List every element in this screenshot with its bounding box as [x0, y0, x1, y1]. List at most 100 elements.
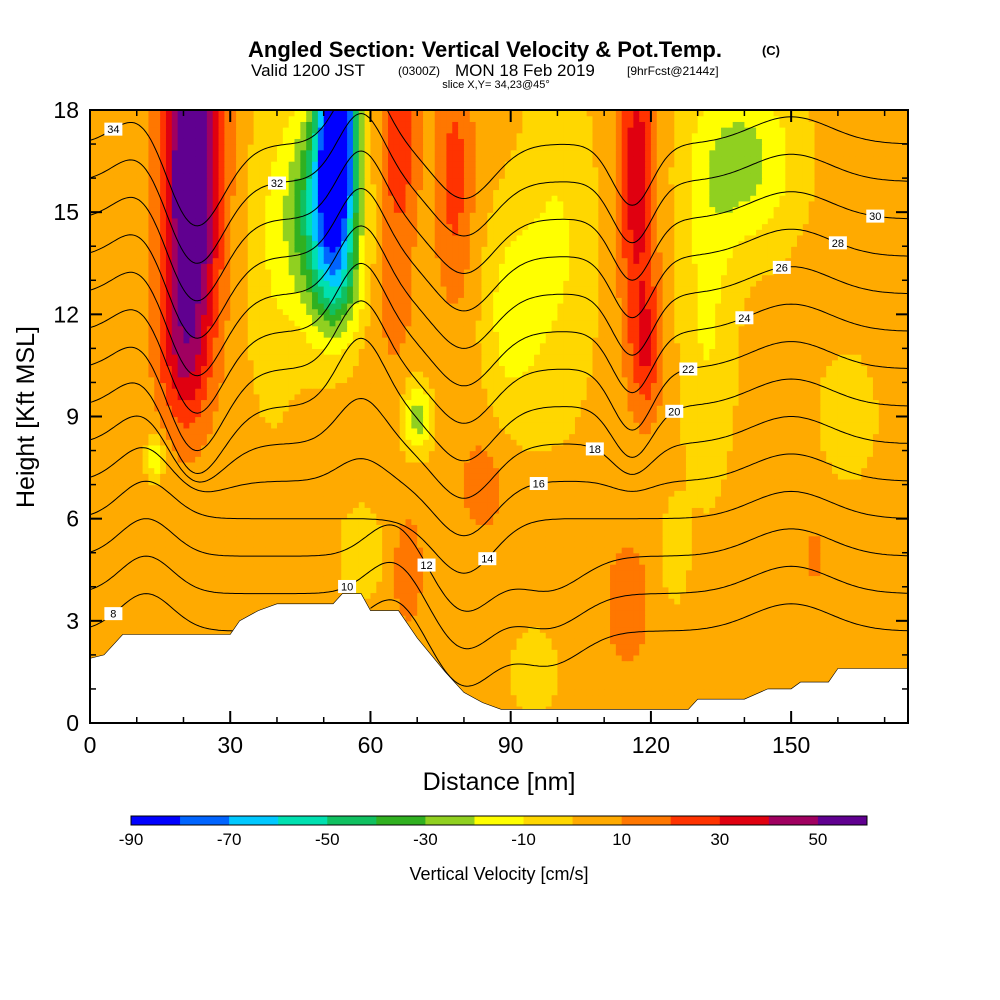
field-cell: [896, 598, 903, 605]
field-cell: [352, 558, 360, 565]
field-cell: [621, 564, 629, 571]
field-cell: [206, 615, 214, 622]
field-cell: [861, 603, 868, 611]
field-cell: [761, 620, 769, 628]
field-cell: [387, 586, 395, 594]
field-cell: [551, 643, 559, 650]
field-cell: [142, 547, 150, 554]
field-cell: [294, 598, 301, 605]
field-cell: [598, 666, 605, 673]
field-cell: [201, 581, 208, 588]
field-cell: [288, 535, 296, 542]
field-cell: [738, 609, 745, 616]
field-cell: [796, 649, 804, 656]
field-cell: [761, 569, 769, 577]
field-cell: [510, 598, 518, 605]
field-cell: [458, 637, 465, 645]
field-cell: [534, 603, 541, 611]
field-cell: [341, 530, 348, 537]
field-cell: [627, 683, 634, 690]
field-cell: [756, 586, 763, 594]
field-cell: [662, 558, 670, 565]
field-cell: [592, 535, 599, 542]
field-cell: [709, 581, 716, 588]
field-cell: [90, 592, 97, 599]
field-cell: [796, 581, 804, 588]
field-cell: [510, 535, 518, 542]
field-cell: [405, 598, 412, 605]
field-cell: [323, 535, 331, 542]
field-cell: [715, 564, 722, 571]
field-cell: [107, 626, 114, 633]
field-cell: [294, 575, 301, 582]
field-cell: [837, 564, 845, 571]
field-cell: [101, 626, 109, 633]
field-cell: [697, 643, 705, 650]
field-cell: [463, 620, 471, 628]
field-cell: [721, 575, 728, 582]
field-cell: [148, 552, 155, 559]
field-cell: [142, 569, 150, 577]
field-cell: [691, 558, 699, 565]
field-cell: [417, 575, 424, 582]
field-cell: [136, 552, 144, 559]
field-cell: [481, 643, 488, 650]
field-cell: [230, 609, 237, 616]
field-cell: [323, 547, 331, 554]
field-cell: [750, 649, 757, 656]
field-cell: [341, 518, 348, 525]
field-cell: [113, 558, 120, 565]
field-cell: [458, 552, 465, 559]
field-cell: [90, 547, 97, 554]
field-cell: [452, 671, 459, 679]
field-cell: [528, 700, 535, 707]
field-cell: [493, 530, 500, 537]
field-cell: [832, 524, 839, 531]
field-cell: [668, 666, 675, 673]
field-cell: [662, 541, 670, 548]
field-cell: [510, 643, 518, 650]
field-cell: [95, 609, 103, 616]
field-cell: [171, 552, 179, 559]
field-cell: [814, 530, 821, 537]
field-cell: [878, 592, 886, 599]
field-cell: [721, 649, 728, 656]
field-cell: [101, 632, 109, 639]
field-cell: [738, 603, 745, 611]
field-cell: [832, 552, 839, 559]
field-cell: [376, 547, 383, 554]
field-cell: [218, 518, 225, 525]
field-cell: [703, 586, 710, 594]
field-cell: [125, 541, 132, 548]
field-cell: [855, 575, 862, 582]
field-cell: [738, 592, 745, 599]
field-cell: [557, 654, 564, 662]
field-cell: [224, 524, 231, 531]
field-cell: [276, 592, 284, 599]
field-cell: [101, 649, 109, 656]
field-cell: [767, 643, 775, 650]
field-cell: [732, 558, 740, 565]
field-cell: [884, 586, 892, 594]
field-cell: [779, 683, 786, 690]
field-cell: [107, 586, 114, 594]
field-cell: [551, 626, 559, 633]
field-cell: [452, 609, 459, 616]
field-cell: [563, 609, 570, 616]
field-cell: [440, 660, 448, 667]
field-cell: [545, 586, 553, 594]
field-cell: [826, 598, 833, 605]
field-cell: [236, 518, 243, 525]
field-cell: [826, 649, 833, 656]
field-cell: [569, 524, 576, 531]
field-cell: [534, 700, 541, 707]
field-cell: [832, 541, 839, 548]
field-cell: [732, 552, 740, 559]
field-cell: [732, 592, 740, 599]
field-cell: [241, 581, 249, 588]
field-cell: [177, 552, 185, 559]
field-cell: [662, 569, 670, 577]
field-cell: [715, 677, 722, 684]
field-cell: [306, 581, 313, 588]
field-cell: [551, 530, 559, 537]
